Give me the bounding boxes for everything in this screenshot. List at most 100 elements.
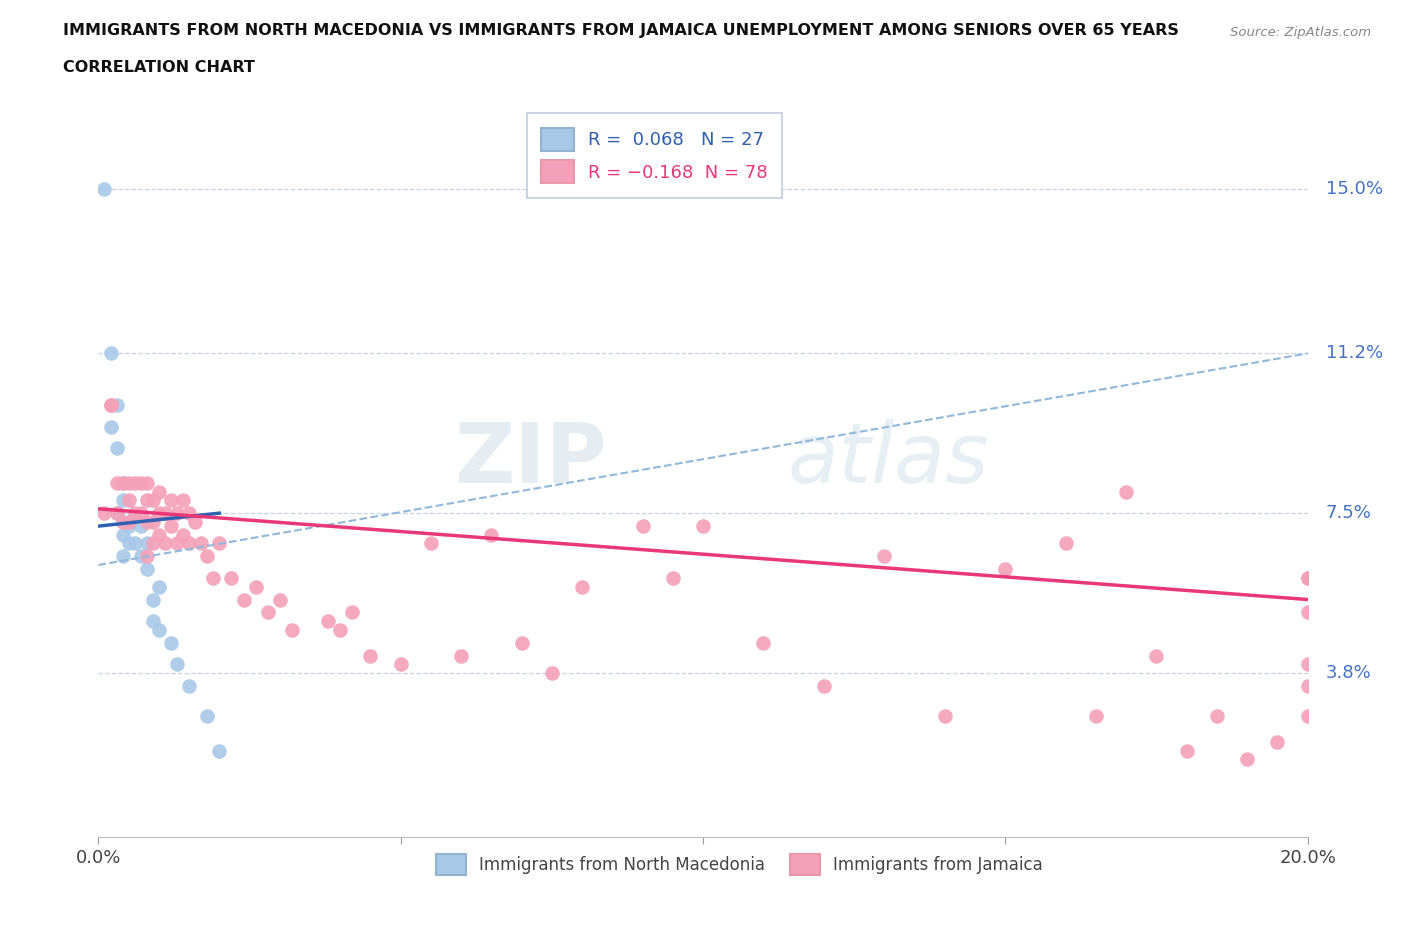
Point — [135, 514, 157, 529]
Point — [111, 493, 134, 508]
Point — [172, 493, 194, 508]
Point — [316, 614, 339, 629]
Point — [342, 605, 364, 620]
Point — [166, 506, 188, 521]
Point — [208, 536, 231, 551]
Point — [813, 679, 835, 694]
Point — [1206, 709, 1229, 724]
Point — [202, 570, 225, 585]
Point — [232, 592, 254, 607]
Point — [450, 648, 472, 663]
Point — [124, 475, 146, 490]
Point — [100, 398, 122, 413]
Point — [1296, 570, 1319, 585]
Text: 11.2%: 11.2% — [1326, 344, 1384, 363]
Point — [135, 493, 157, 508]
Point — [142, 493, 165, 508]
Point — [111, 514, 134, 529]
Point — [105, 441, 128, 456]
Point — [124, 536, 146, 551]
Point — [1236, 751, 1258, 766]
Point — [873, 549, 896, 564]
Point — [135, 475, 157, 490]
Point — [118, 519, 141, 534]
Point — [118, 514, 141, 529]
Point — [1296, 679, 1319, 694]
Point — [111, 549, 134, 564]
Text: 7.5%: 7.5% — [1326, 504, 1372, 522]
Point — [1054, 536, 1077, 551]
Point — [661, 570, 683, 585]
Point — [179, 506, 201, 521]
Point — [129, 506, 152, 521]
Point — [172, 527, 194, 542]
Text: IMMIGRANTS FROM NORTH MACEDONIA VS IMMIGRANTS FROM JAMAICA UNEMPLOYMENT AMONG SE: IMMIGRANTS FROM NORTH MACEDONIA VS IMMIG… — [63, 23, 1180, 38]
Point — [124, 510, 146, 525]
Point — [540, 666, 562, 681]
Point — [153, 506, 176, 521]
Point — [160, 519, 183, 534]
Point — [256, 605, 278, 620]
Point — [118, 493, 141, 508]
Point — [142, 592, 165, 607]
Point — [148, 579, 170, 594]
Point — [124, 506, 146, 521]
Point — [142, 614, 165, 629]
Point — [190, 536, 212, 551]
Point — [1267, 735, 1289, 750]
Text: 3.8%: 3.8% — [1326, 664, 1371, 682]
Point — [389, 657, 412, 671]
Point — [148, 506, 170, 521]
Point — [111, 475, 134, 490]
Point — [195, 549, 218, 564]
Point — [752, 635, 775, 650]
Point — [148, 622, 170, 637]
Legend: Immigrants from North Macedonia, Immigrants from Jamaica: Immigrants from North Macedonia, Immigra… — [427, 846, 1052, 884]
Point — [510, 635, 533, 650]
Point — [481, 527, 503, 542]
Point — [105, 506, 128, 521]
Point — [571, 579, 593, 594]
Point — [1296, 570, 1319, 585]
Point — [148, 485, 170, 499]
Point — [142, 514, 165, 529]
Point — [129, 519, 152, 534]
Point — [105, 475, 128, 490]
Text: atlas: atlas — [787, 419, 990, 500]
Point — [329, 622, 352, 637]
Point — [208, 743, 231, 758]
Point — [93, 182, 115, 197]
Point — [135, 536, 157, 551]
Point — [111, 527, 134, 542]
Point — [166, 536, 188, 551]
Text: ZIP: ZIP — [454, 419, 606, 500]
Point — [100, 419, 122, 434]
Point — [105, 506, 128, 521]
Point — [179, 679, 201, 694]
Point — [100, 346, 122, 361]
Point — [1175, 743, 1198, 758]
Point — [160, 493, 183, 508]
Point — [631, 519, 654, 534]
Point — [221, 570, 243, 585]
Point — [1296, 709, 1319, 724]
Point — [93, 506, 115, 521]
Point — [692, 519, 714, 534]
Point — [994, 562, 1017, 577]
Point — [148, 527, 170, 542]
Point — [1296, 605, 1319, 620]
Point — [1296, 657, 1319, 671]
Point — [1144, 648, 1167, 663]
Point — [135, 562, 157, 577]
Point — [360, 648, 382, 663]
Point — [142, 536, 165, 551]
Point — [166, 657, 188, 671]
Point — [129, 549, 152, 564]
Point — [1115, 485, 1137, 499]
Point — [135, 549, 157, 564]
Point — [118, 536, 141, 551]
Point — [1085, 709, 1108, 724]
Point — [105, 398, 128, 413]
Point — [100, 398, 122, 413]
Point — [934, 709, 956, 724]
